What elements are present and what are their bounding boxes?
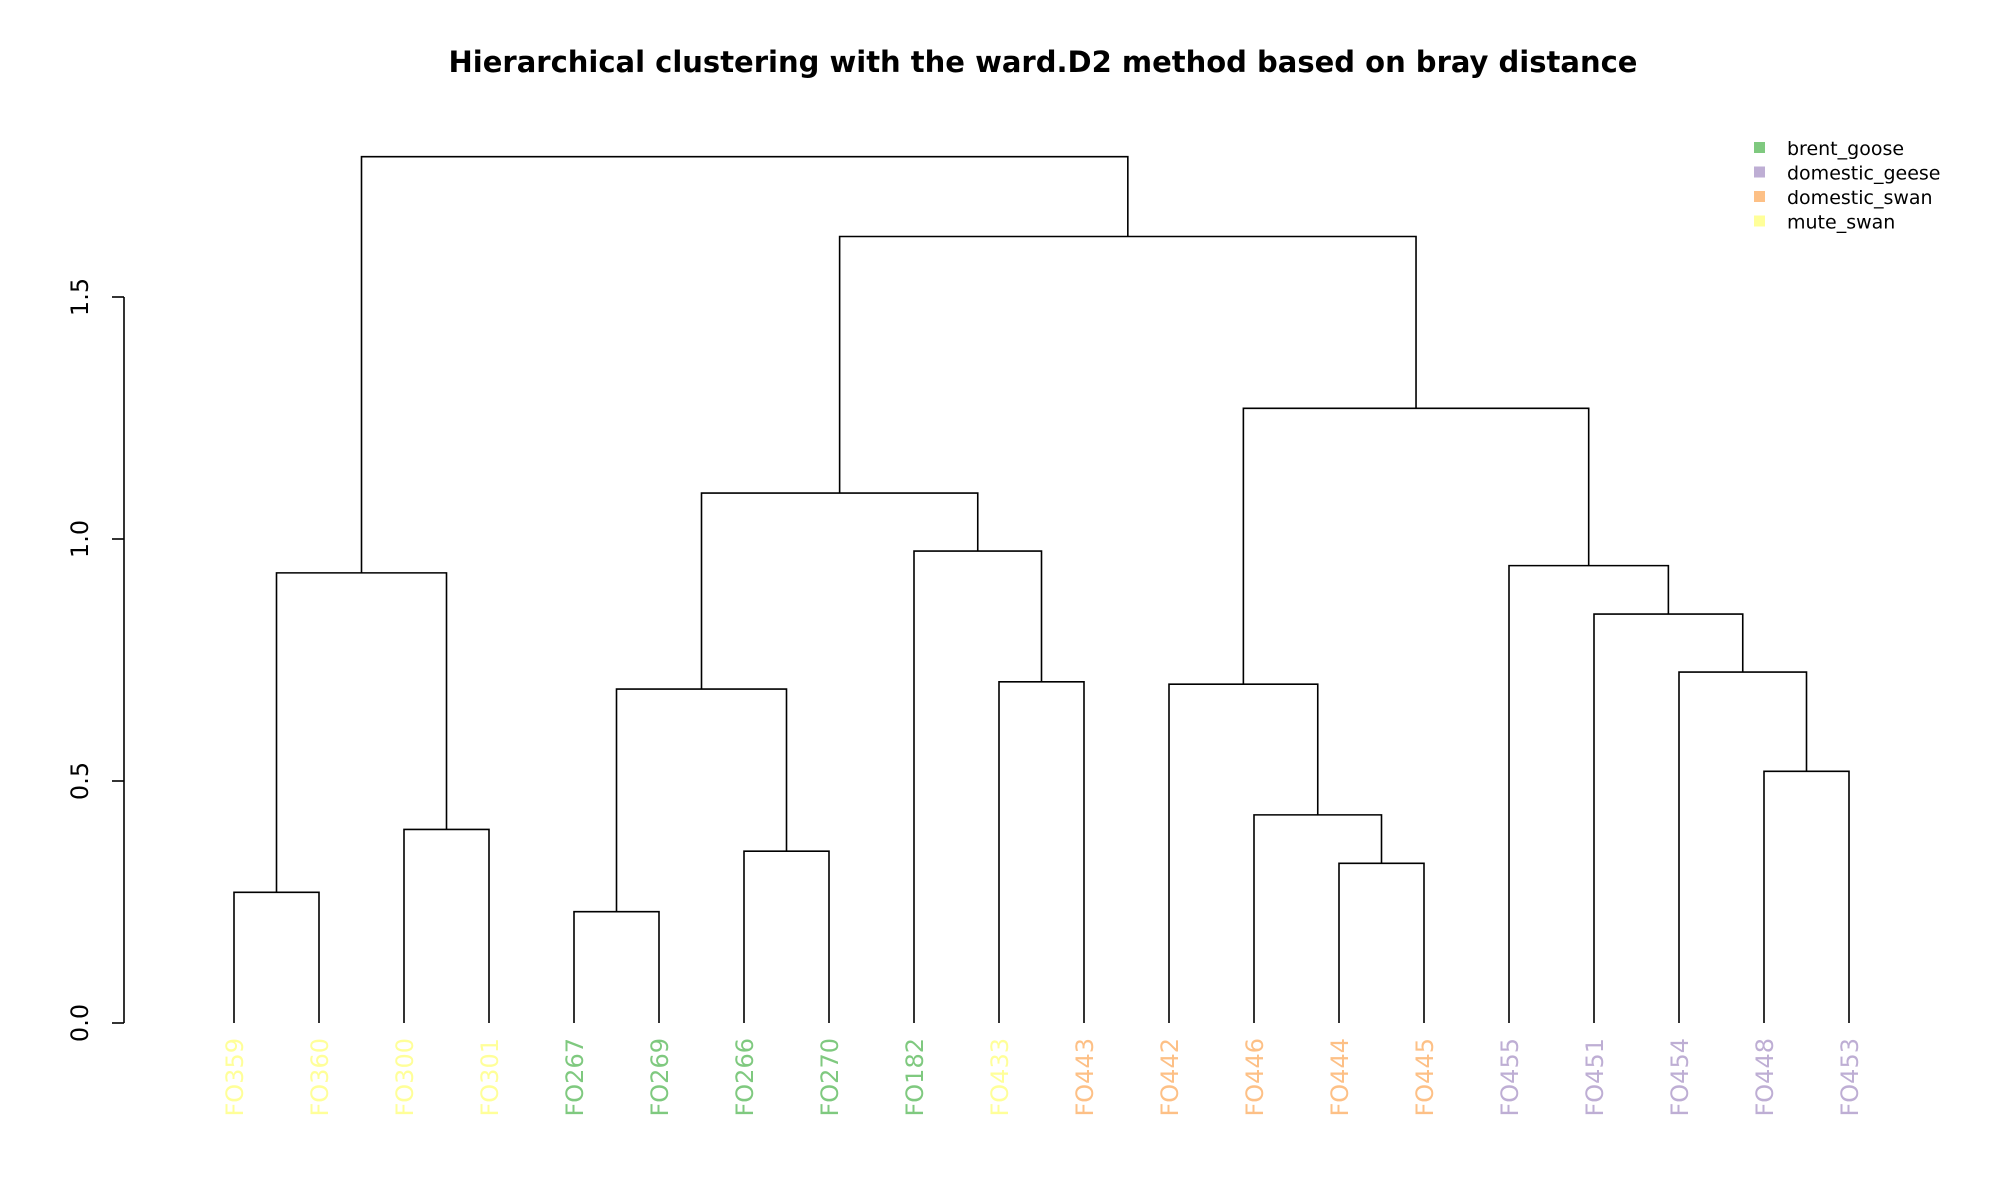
chart-title: Hierarchical clustering with the ward.D2… xyxy=(449,45,1638,79)
dendrogram-branch xyxy=(1763,770,1850,1023)
dendrogram-branch xyxy=(1253,814,1383,1023)
dendrogram-branch xyxy=(1508,564,1670,1023)
y-axis: 0.0 0.5 1.0 1.5 xyxy=(66,278,125,1042)
y-tick-label: 0.0 xyxy=(66,1004,94,1042)
leaf-label: FO448 xyxy=(1751,1038,1779,1117)
dendrogram-branch xyxy=(1593,613,1744,1023)
leaf-label: FO270 xyxy=(816,1038,844,1117)
leaf-label: FO266 xyxy=(731,1038,759,1117)
legend-swatch xyxy=(1754,215,1765,227)
legend-label: domestic_geese xyxy=(1787,163,1940,185)
leaf-label: FO454 xyxy=(1666,1038,1694,1117)
dendrogram-branch xyxy=(700,492,979,690)
legend-label: brent_goose xyxy=(1787,138,1904,160)
leaf-label: FO267 xyxy=(561,1038,589,1117)
legend: brent_goose domestic_geesedomestic_swanmu… xyxy=(1754,138,1940,234)
leaf-label: FO445 xyxy=(1411,1038,1439,1117)
leaf-label: FO301 xyxy=(476,1038,504,1117)
dendrogram-branch xyxy=(743,850,830,1023)
legend-swatch xyxy=(1754,166,1765,178)
leaf-label: FO442 xyxy=(1156,1038,1184,1117)
dendrogram-branch xyxy=(275,572,448,893)
leaf-label: FO360 xyxy=(306,1038,334,1117)
dendrogram-branch xyxy=(998,680,1085,1023)
leaf-label: FO451 xyxy=(1581,1038,1609,1117)
y-tick-label: 1.0 xyxy=(66,520,94,558)
leaf-label: FO453 xyxy=(1836,1038,1864,1117)
y-tick-label: 1.5 xyxy=(66,278,94,316)
leaf-labels: FO359 FO360 FO300 FO301 FO267 FO269 FO266 FO270… xyxy=(221,1038,1864,1117)
leaf-label: FO300 xyxy=(391,1038,419,1117)
leaf-label: FO455 xyxy=(1496,1038,1524,1117)
dendrogram-branch xyxy=(1168,683,1319,1023)
legend-swatch xyxy=(1754,191,1765,202)
dendrogram-branch xyxy=(1242,407,1590,685)
y-tick-label: 0.5 xyxy=(66,762,94,800)
dendrogram-branch xyxy=(233,891,320,1023)
dendrogram-branch xyxy=(403,828,490,1023)
dendrogram-branch xyxy=(913,550,1043,1023)
legend-label: mute_swan xyxy=(1787,212,1895,234)
leaf-label: FO359 xyxy=(221,1038,249,1117)
dendrogram-branch xyxy=(360,155,1129,573)
legend-swatch xyxy=(1754,142,1765,153)
dendrogram-branch xyxy=(615,688,788,912)
leaf-label: FO182 xyxy=(901,1038,929,1117)
dendrogram-branch xyxy=(1338,862,1425,1023)
leaf-label: FO446 xyxy=(1241,1038,1269,1117)
leaf-label: FO444 xyxy=(1326,1038,1354,1117)
leaf-label: FO269 xyxy=(646,1038,674,1117)
leaf-label: FO433 xyxy=(986,1038,1014,1117)
dendrogram-branch xyxy=(573,910,660,1023)
dendrogram-branch xyxy=(1678,671,1808,1023)
legend-label: domestic_swan xyxy=(1787,187,1933,209)
dendrogram-branch xyxy=(838,235,1417,494)
leaf-label: FO443 xyxy=(1071,1038,1099,1117)
dendrogram-branches xyxy=(233,155,1850,1023)
